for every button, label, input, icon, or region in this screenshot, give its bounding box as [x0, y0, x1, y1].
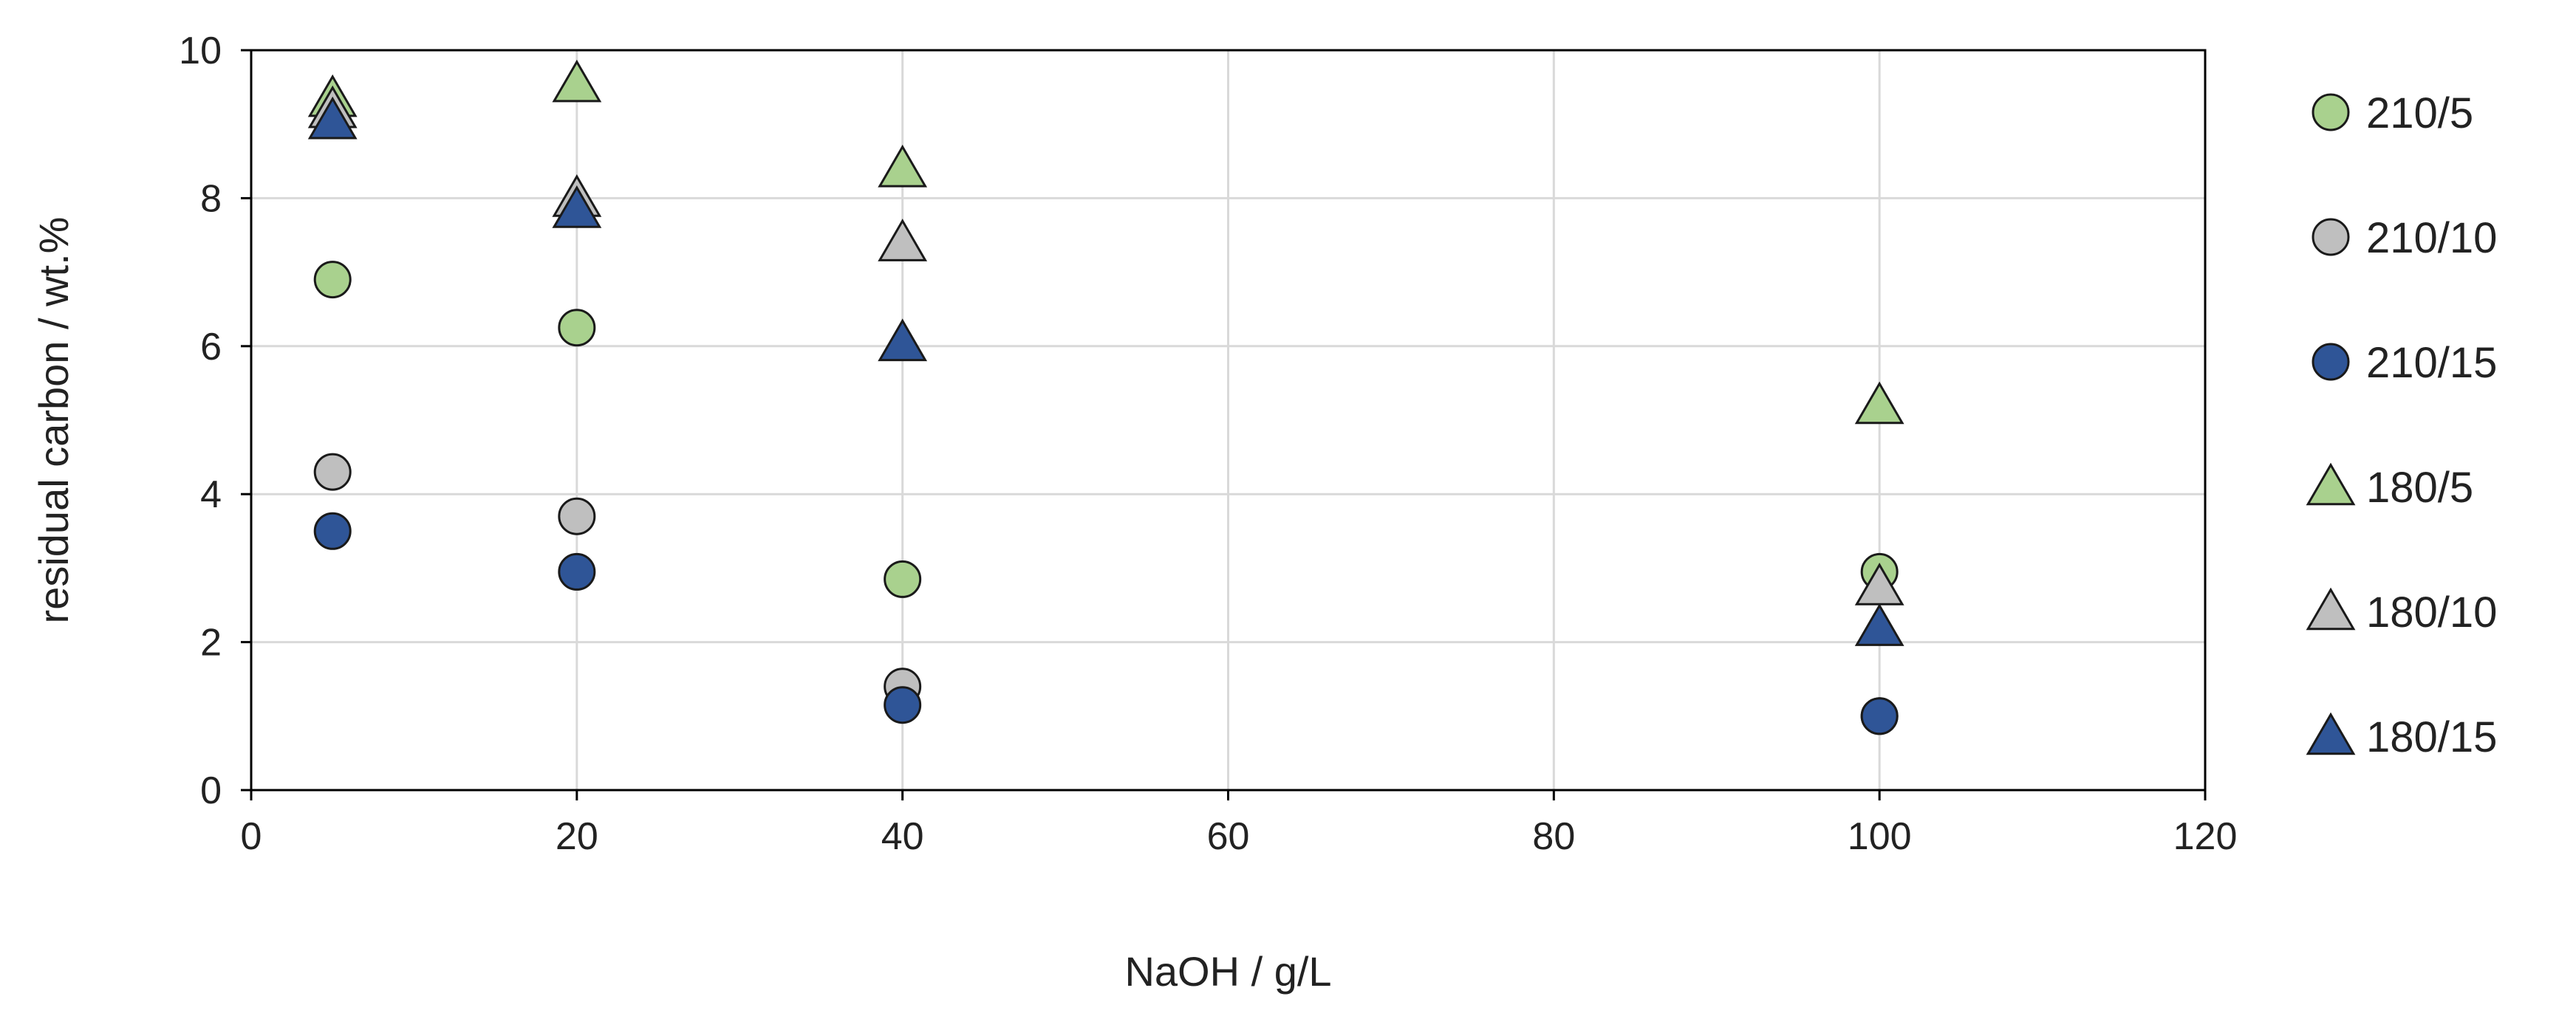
x-tick-label: 100 — [1848, 815, 1912, 858]
data-point — [1860, 697, 1899, 735]
legend-label: 210/10 — [2366, 214, 2497, 262]
data-point — [313, 261, 352, 299]
data-point — [558, 309, 596, 347]
legend-item: 210/15 — [2312, 339, 2497, 387]
legend-marker — [2312, 343, 2350, 381]
grid-lines — [251, 50, 2205, 790]
x-tick-label: 60 — [1207, 815, 1250, 858]
series-180-5 — [307, 59, 1904, 425]
legend-label: 180/10 — [2366, 589, 2497, 637]
legend-label: 210/5 — [2366, 89, 2473, 137]
x-tick-label: 120 — [2173, 815, 2238, 858]
x-tick-label: 20 — [556, 815, 598, 858]
data-point — [552, 185, 602, 228]
legend-marker — [2306, 462, 2356, 506]
y-axis-label: residual carbon / wt.% — [30, 217, 77, 624]
data-point — [878, 318, 928, 362]
legend-item: 180/15 — [2306, 712, 2497, 761]
x-tick-label: 0 — [241, 815, 262, 858]
data-point — [313, 512, 352, 550]
legend-marker — [2306, 712, 2356, 755]
legend-item: 210/10 — [2312, 214, 2497, 262]
data-point — [558, 497, 596, 535]
series-210-10 — [313, 453, 1899, 735]
data-point — [878, 144, 928, 188]
y-tick-label: 8 — [200, 177, 222, 220]
legend-label: 180/5 — [2366, 464, 2473, 512]
y-tick-label: 4 — [200, 473, 222, 516]
y-tick-label: 2 — [200, 622, 222, 665]
x-axis-ticks: 0 20 40 60 80 100 120 — [241, 790, 2238, 858]
data-point — [307, 96, 358, 140]
legend-label: 180/15 — [2366, 713, 2497, 761]
series-180-15 — [307, 96, 1904, 646]
legend-marker — [2312, 93, 2350, 131]
series-210-5 — [313, 261, 1899, 598]
data-point — [884, 560, 922, 598]
data-point — [884, 686, 922, 724]
legend-item: 180/10 — [2306, 587, 2497, 637]
data-point — [1854, 381, 1904, 425]
legend-item: 210/5 — [2312, 89, 2473, 137]
data-point — [552, 59, 602, 103]
x-tick-label: 40 — [881, 815, 924, 858]
legend-marker — [2312, 218, 2350, 256]
data-point — [878, 219, 928, 261]
data-point — [558, 552, 596, 591]
legend: 210/5 210/10 210/15 180/5 180/10 180/15 — [2306, 89, 2497, 761]
x-tick-label: 80 — [1532, 815, 1575, 858]
legend-label: 210/15 — [2366, 339, 2497, 387]
data-point — [1854, 603, 1904, 646]
y-tick-label: 0 — [200, 769, 222, 812]
legend-marker — [2306, 587, 2356, 631]
x-axis-label: NaOH / g/L — [1124, 948, 1331, 995]
legend-item: 180/5 — [2306, 462, 2473, 512]
y-tick-label: 6 — [200, 326, 222, 368]
series-210-15 — [313, 512, 1899, 735]
data-point — [313, 453, 352, 491]
y-axis-ticks: 0 2 4 6 8 10 — [179, 30, 251, 812]
y-tick-label: 10 — [179, 30, 222, 72]
data-points — [307, 59, 1904, 735]
